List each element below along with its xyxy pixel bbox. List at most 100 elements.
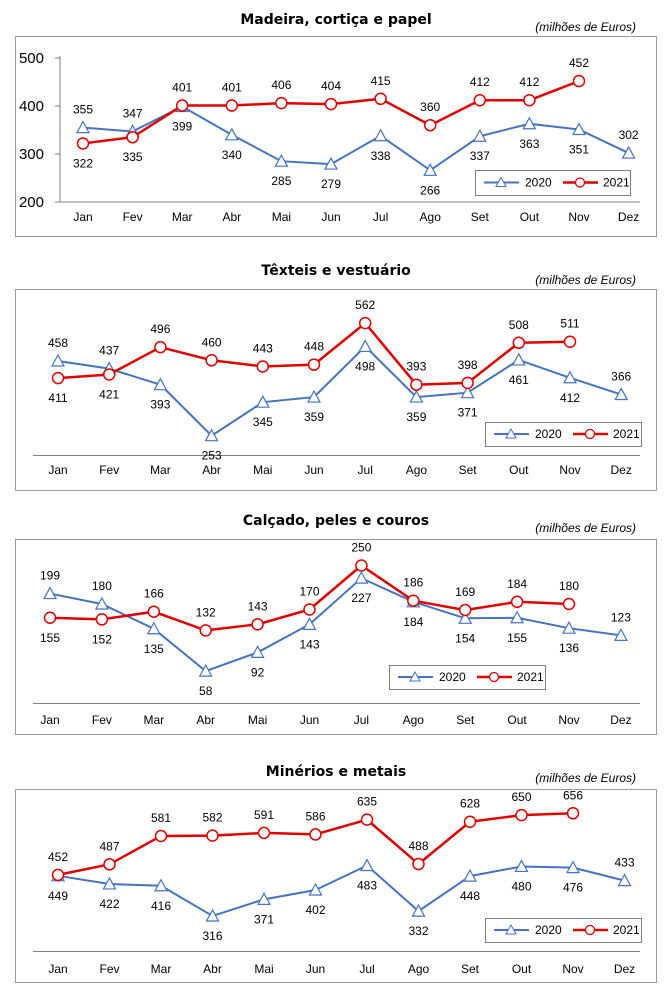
data-label: 628 bbox=[460, 797, 480, 811]
data-point bbox=[275, 96, 288, 110]
data-label: 337 bbox=[470, 149, 490, 163]
x-tick-label: Jan bbox=[40, 713, 59, 727]
data-point bbox=[51, 868, 65, 882]
data-label: 437 bbox=[99, 344, 119, 358]
x-tick-label: Nov bbox=[562, 962, 583, 976]
data-point bbox=[359, 858, 375, 872]
data-label: 411 bbox=[48, 391, 67, 405]
y-tick-label: 300 bbox=[19, 146, 44, 163]
x-tick-label: Jun bbox=[306, 962, 325, 976]
data-point bbox=[94, 596, 109, 610]
x-tick-label: Dez bbox=[614, 962, 635, 976]
data-label: 458 bbox=[48, 336, 68, 350]
data-point bbox=[153, 878, 169, 892]
data-point bbox=[306, 389, 322, 403]
data-label: 591 bbox=[254, 808, 274, 822]
data-point bbox=[154, 829, 168, 843]
x-tick-label: Out bbox=[509, 463, 529, 477]
data-point bbox=[511, 352, 526, 366]
x-tick-label: Out bbox=[520, 210, 540, 224]
data-label: 355 bbox=[73, 103, 93, 117]
data-point bbox=[412, 857, 425, 871]
x-tick-label: Fev bbox=[92, 713, 112, 727]
data-point bbox=[614, 387, 629, 401]
data-label: 132 bbox=[196, 605, 216, 619]
data-label: 401 bbox=[222, 81, 242, 95]
data-point bbox=[411, 903, 426, 917]
data-label: 155 bbox=[507, 631, 527, 645]
data-label: 416 bbox=[151, 899, 171, 913]
data-label: 335 bbox=[123, 150, 143, 164]
legend-marker-2021 bbox=[574, 177, 586, 188]
series-2021: 155 152 166 132 143 170 250 186 169 184 180 bbox=[40, 541, 579, 647]
data-point bbox=[250, 645, 265, 658]
data-point bbox=[523, 93, 536, 107]
data-point bbox=[354, 570, 369, 584]
x-tick-label: Jan bbox=[48, 962, 67, 976]
data-label: 360 bbox=[420, 100, 440, 114]
data-point bbox=[324, 97, 338, 111]
x-tick-label: Abr bbox=[222, 210, 241, 224]
data-point bbox=[102, 876, 117, 890]
series-line bbox=[57, 864, 625, 918]
chart-svg: Têxteis e vestuário (milhões de Euros) Jan… bbox=[15, 263, 657, 491]
data-label: 285 bbox=[271, 174, 291, 188]
series-line bbox=[57, 345, 622, 437]
data-label: 143 bbox=[299, 637, 319, 651]
legend: 2020 2021 bbox=[389, 665, 546, 690]
x-tick-label: Nov bbox=[568, 210, 589, 224]
data-point bbox=[225, 99, 239, 112]
data-point bbox=[95, 613, 109, 626]
chart-frame bbox=[15, 789, 657, 983]
legend-label-2020: 2020 bbox=[535, 923, 562, 937]
legend-label-2020: 2020 bbox=[439, 670, 466, 684]
data-point bbox=[617, 873, 632, 887]
x-tick-label: Jun bbox=[304, 463, 323, 477]
data-label: 406 bbox=[271, 78, 291, 92]
data-label: 58 bbox=[199, 684, 213, 698]
data-label: 166 bbox=[144, 587, 164, 601]
data-label: 412 bbox=[560, 391, 580, 405]
data-point bbox=[566, 807, 580, 820]
data-label: 487 bbox=[99, 839, 119, 853]
data-label: 415 bbox=[371, 74, 391, 88]
data-point bbox=[76, 137, 90, 150]
data-label: 332 bbox=[408, 924, 428, 938]
data-point bbox=[205, 354, 218, 367]
x-tick-label: Dez bbox=[611, 463, 632, 477]
data-point bbox=[461, 376, 474, 390]
chart-title: Calçado, peles e couros bbox=[243, 513, 429, 529]
x-tick-label: Jan bbox=[48, 463, 67, 477]
data-point bbox=[561, 620, 577, 634]
data-label: 186 bbox=[403, 576, 423, 590]
data-label: 351 bbox=[569, 143, 589, 157]
chart-frame bbox=[15, 36, 657, 237]
legend: 2020 2021 bbox=[475, 170, 631, 196]
data-point bbox=[75, 120, 91, 134]
data-label: 136 bbox=[559, 641, 579, 655]
units-label: (milhões de Euros) bbox=[535, 20, 636, 34]
data-point bbox=[153, 377, 168, 391]
chart-title: Têxteis e vestuário bbox=[261, 263, 411, 279]
data-label: 483 bbox=[357, 879, 377, 893]
series-line bbox=[49, 576, 622, 673]
data-label: 184 bbox=[403, 615, 423, 629]
x-tick-label: Mar bbox=[150, 463, 171, 477]
data-point bbox=[358, 339, 373, 353]
data-point bbox=[175, 99, 189, 112]
data-point bbox=[409, 389, 424, 403]
data-label: 476 bbox=[563, 881, 583, 895]
data-label: 170 bbox=[299, 585, 319, 599]
data-point bbox=[146, 621, 161, 635]
data-point bbox=[154, 340, 167, 354]
data-label: 452 bbox=[569, 56, 589, 70]
data-label: 92 bbox=[251, 665, 265, 679]
chart-frame bbox=[15, 289, 657, 491]
data-label: 322 bbox=[73, 156, 93, 170]
data-point bbox=[224, 127, 239, 141]
x-tick-label: Mar bbox=[172, 210, 193, 224]
x-tick-label: Set bbox=[461, 962, 480, 976]
x-tick-label: Ago bbox=[406, 463, 428, 477]
series-2021: 411 421 496 460 443 448 562 393 398 508 511 bbox=[48, 298, 579, 405]
data-label: 448 bbox=[460, 889, 480, 903]
